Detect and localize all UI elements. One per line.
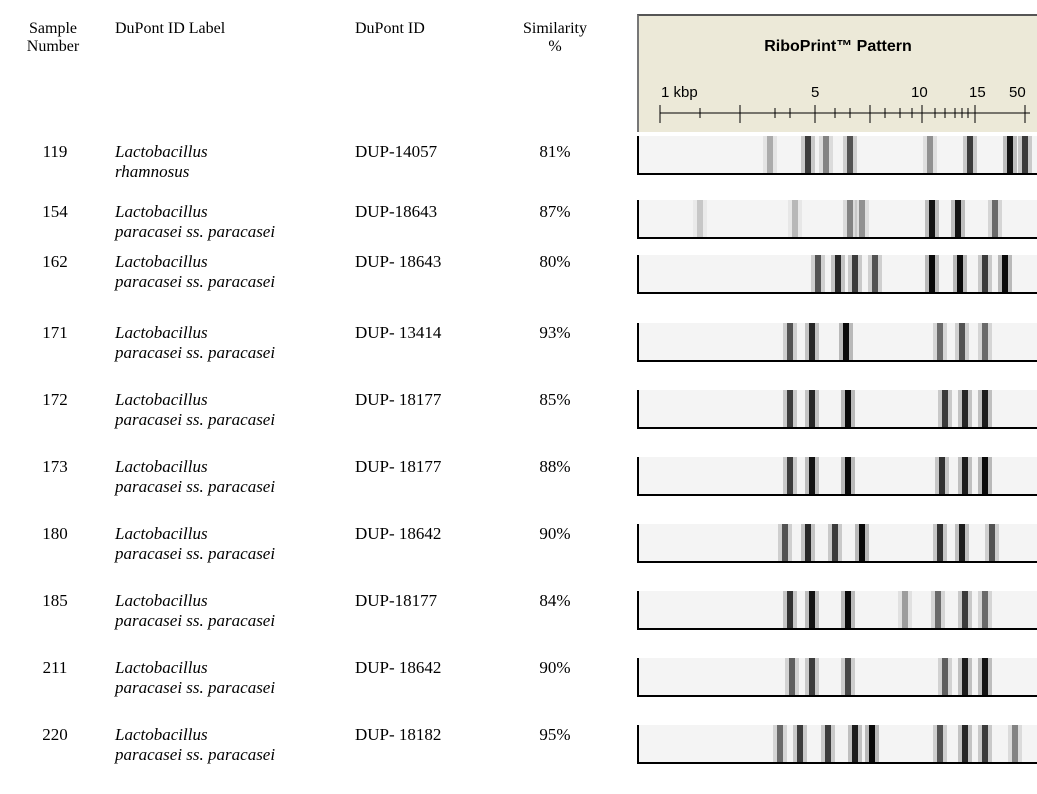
band — [697, 200, 703, 238]
band — [982, 591, 988, 629]
band — [823, 136, 829, 174]
band — [982, 658, 988, 696]
band — [852, 725, 858, 763]
band — [847, 136, 853, 174]
band — [902, 591, 908, 629]
band — [845, 457, 851, 495]
band — [843, 323, 849, 361]
band — [1007, 136, 1013, 174]
band — [967, 136, 973, 174]
band — [1002, 255, 1008, 293]
band — [982, 255, 988, 293]
band — [962, 591, 968, 629]
band — [852, 255, 858, 293]
band — [869, 725, 875, 763]
band — [962, 658, 968, 696]
band — [957, 255, 963, 293]
band — [805, 524, 811, 562]
band — [937, 524, 943, 562]
page: {"header":{"sample_number":["Sample","Nu… — [0, 0, 1037, 794]
band — [809, 390, 815, 428]
band — [832, 524, 838, 562]
band — [942, 658, 948, 696]
band — [782, 524, 788, 562]
band — [927, 136, 933, 174]
band — [777, 725, 783, 763]
lane-bg — [638, 390, 1037, 428]
bands-layer — [0, 0, 1037, 794]
band — [929, 255, 935, 293]
band — [767, 136, 773, 174]
band — [787, 390, 793, 428]
band — [809, 323, 815, 361]
band — [805, 136, 811, 174]
band — [845, 658, 851, 696]
band — [982, 725, 988, 763]
band — [872, 255, 878, 293]
lane-bg — [638, 591, 1037, 629]
band — [937, 323, 943, 361]
lane-bg — [638, 136, 1037, 174]
band — [935, 591, 941, 629]
band — [787, 457, 793, 495]
band — [797, 725, 803, 763]
band — [847, 200, 853, 238]
band — [937, 725, 943, 763]
band — [859, 524, 865, 562]
band — [809, 457, 815, 495]
band — [962, 390, 968, 428]
band — [787, 591, 793, 629]
band — [845, 390, 851, 428]
band — [982, 457, 988, 495]
band — [929, 200, 935, 238]
band — [959, 323, 965, 361]
band — [1012, 725, 1018, 763]
band — [942, 390, 948, 428]
band — [815, 255, 821, 293]
band — [982, 323, 988, 361]
band — [825, 725, 831, 763]
band — [859, 200, 865, 238]
band — [1022, 136, 1028, 174]
band — [845, 591, 851, 629]
band — [959, 524, 965, 562]
band — [792, 200, 798, 238]
band — [992, 200, 998, 238]
band — [982, 390, 988, 428]
band — [962, 457, 968, 495]
band — [809, 658, 815, 696]
band — [787, 323, 793, 361]
band — [809, 591, 815, 629]
lane-bg — [638, 457, 1037, 495]
lane-bg — [638, 725, 1037, 763]
band — [789, 658, 795, 696]
band — [955, 200, 961, 238]
band — [835, 255, 841, 293]
lane-bg — [638, 658, 1037, 696]
band — [939, 457, 945, 495]
band — [962, 725, 968, 763]
lane-bg — [638, 323, 1037, 361]
band — [989, 524, 995, 562]
